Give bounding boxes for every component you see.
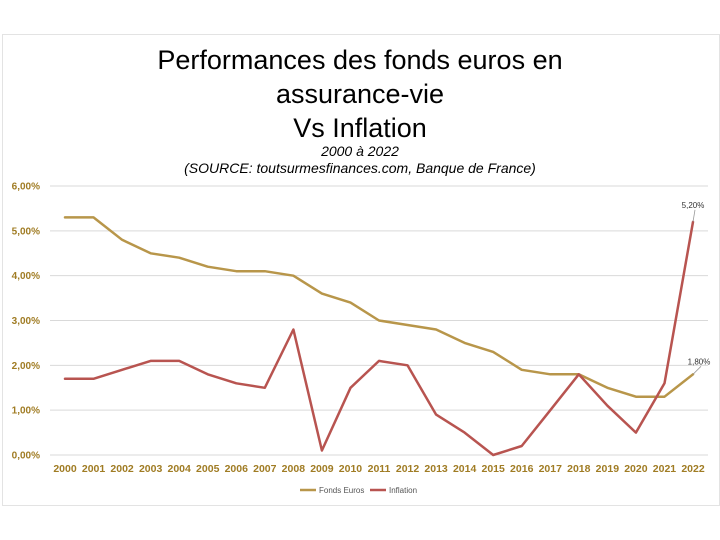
x-tick-label: 2013 bbox=[424, 463, 448, 475]
data-label: 1,80% bbox=[688, 357, 711, 366]
chart-subtitle-line-2: (SOURCE: toutsurmesfinances.com, Banque … bbox=[184, 160, 536, 176]
x-tick-label: 2011 bbox=[368, 463, 391, 475]
y-tick-label: 5,00% bbox=[12, 226, 40, 237]
x-tick-label: 2016 bbox=[510, 463, 534, 475]
x-tick-label: 2004 bbox=[168, 463, 192, 475]
x-tick-label: 2001 bbox=[82, 463, 106, 475]
legend-label: Inflation bbox=[389, 486, 417, 495]
chart-subtitle-line-1: 2000 à 2022 bbox=[321, 143, 399, 159]
data-labels: 1,80% 5,20% bbox=[682, 201, 711, 375]
y-tick-label: 4,00% bbox=[12, 271, 40, 282]
x-tick-label: 2006 bbox=[225, 463, 249, 475]
data-label: 5,20% bbox=[682, 201, 705, 210]
x-tick-label: 2000 bbox=[53, 463, 77, 475]
x-tick-label: 2008 bbox=[282, 463, 306, 475]
data-label-leader bbox=[692, 209, 696, 222]
series-lines bbox=[63, 216, 695, 457]
y-tick-label: 1,00% bbox=[12, 406, 40, 417]
y-tick-label: 3,00% bbox=[12, 316, 40, 327]
legend: Fonds Euros Inflation bbox=[300, 486, 417, 495]
chart-title-line-3: Vs Inflation bbox=[293, 113, 427, 143]
x-tick-label: 2002 bbox=[110, 463, 134, 475]
legend-label: Fonds Euros bbox=[319, 486, 364, 495]
series-line bbox=[63, 220, 695, 457]
x-tick-label: 2012 bbox=[396, 463, 420, 475]
x-tick-label: 2018 bbox=[567, 463, 591, 475]
chart-frame bbox=[2, 34, 720, 506]
x-tick-label: 2017 bbox=[539, 463, 563, 475]
series-line bbox=[63, 216, 695, 398]
x-tick-label: 2015 bbox=[482, 463, 506, 475]
x-tick-label: 2009 bbox=[310, 463, 334, 475]
x-tick-label: 2005 bbox=[196, 463, 220, 475]
x-tick-label: 2022 bbox=[681, 463, 705, 475]
x-tick-label: 2019 bbox=[596, 463, 620, 475]
chart-title-line-1: Performances des fonds euros en bbox=[157, 45, 563, 75]
chart-title-line-2: assurance-vie bbox=[275, 79, 445, 109]
y-axis-ticks: 0,00% 1,00% 2,00% 3,00% 4,00% 5,00% 6,00% bbox=[12, 182, 40, 462]
x-tick-label: 2021 bbox=[653, 463, 677, 475]
y-tick-label: 6,00% bbox=[12, 182, 40, 193]
x-tick-label: 2010 bbox=[339, 463, 363, 475]
data-label-leader bbox=[692, 366, 702, 375]
x-tick-label: 2020 bbox=[624, 463, 648, 475]
y-tick-label: 2,00% bbox=[12, 361, 40, 372]
x-axis-ticks: 2000 2001 2002 2003 2004 2005 2006 2007 2008 2009… bbox=[53, 463, 705, 475]
y-tick-label: 0,00% bbox=[12, 451, 40, 462]
x-tick-label: 2014 bbox=[453, 463, 477, 475]
x-tick-label: 2007 bbox=[253, 463, 277, 475]
x-tick-label: 2003 bbox=[139, 463, 163, 475]
